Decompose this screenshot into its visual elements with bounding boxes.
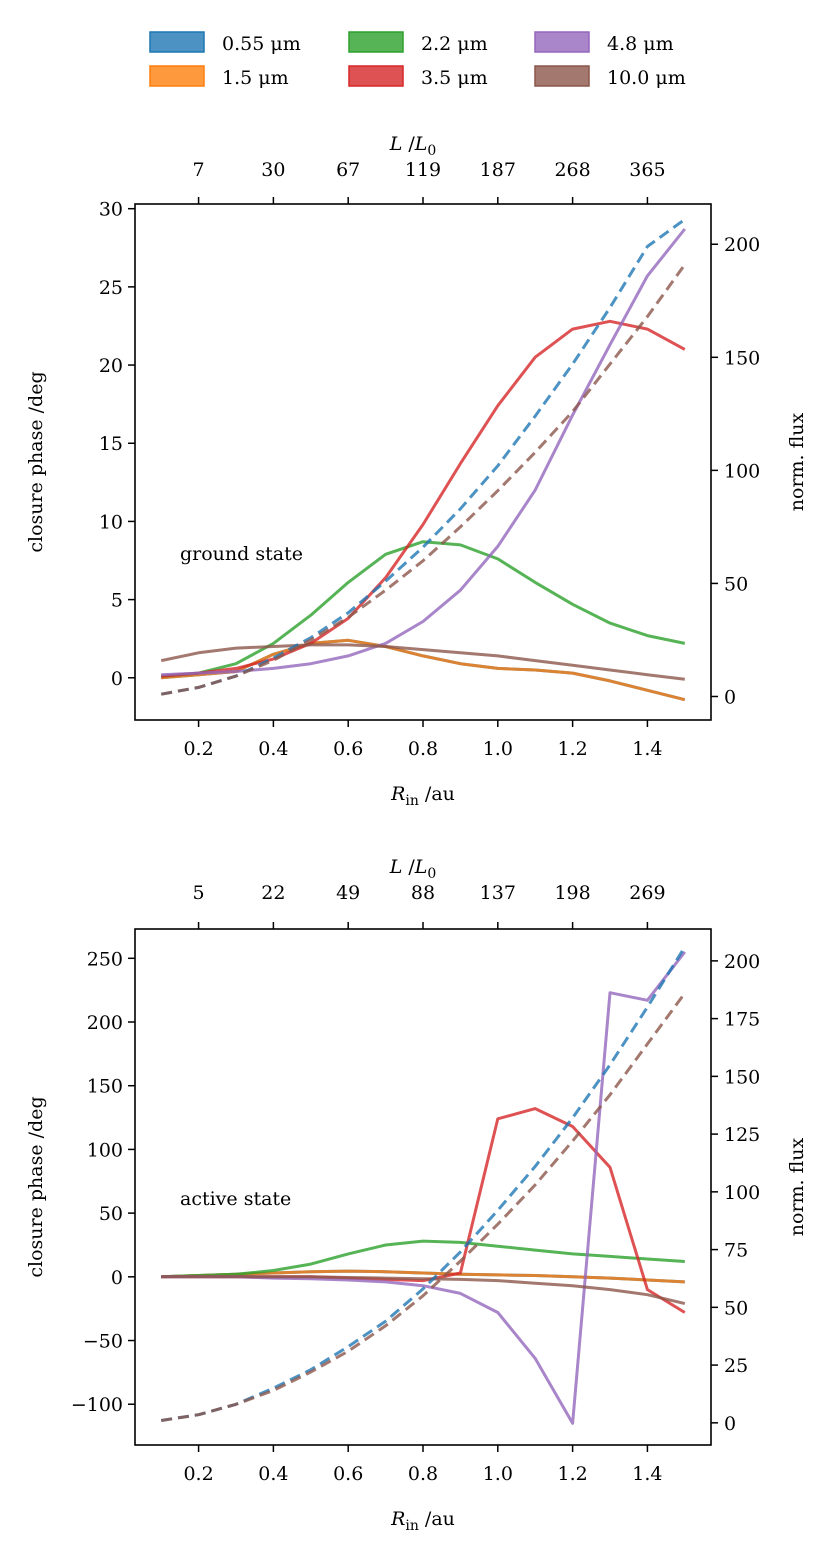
y-tick-label: 0 — [111, 1267, 123, 1289]
legend-label-1-5-m: 1.5 μm — [222, 67, 289, 89]
top-tick-label: 268 — [554, 159, 590, 181]
x-tick-label: 0.2 — [183, 738, 213, 760]
top-tick-label: 22 — [261, 882, 285, 904]
y-axis-label: closure phase /deg — [25, 371, 47, 552]
state-annotation: ground state — [180, 543, 303, 565]
y-right-tick-label: 200 — [724, 234, 760, 256]
legend-label-4-8-m: 4.8 μm — [607, 33, 674, 55]
series-line-10-0-m — [161, 1275, 686, 1306]
state-annotation: active state — [180, 1188, 291, 1210]
series-line-2-2-m — [161, 540, 686, 678]
legend-swatch-10-0-m — [534, 65, 590, 87]
y-right-tick-label: 175 — [724, 1009, 760, 1031]
x-tick-label: 0.8 — [408, 738, 438, 760]
y-tick-label: 250 — [87, 948, 123, 970]
y-axis-label: closure phase /deg — [25, 1096, 47, 1277]
y-right-axis-label: norm. flux — [786, 412, 808, 511]
y-right-tick-label: 50 — [724, 573, 748, 595]
top-tick-label: 187 — [480, 159, 516, 181]
y-right-tick-label: 200 — [724, 951, 760, 973]
plot-frame — [134, 203, 712, 721]
x-tick-label: 1.0 — [483, 1463, 513, 1485]
x-tick-label: 1.0 — [483, 738, 513, 760]
y-right-tick-label: 100 — [724, 460, 760, 482]
x-tick-label: 0.6 — [333, 738, 363, 760]
series-line-4-8-m — [161, 228, 686, 677]
y-right-tick-label: 150 — [724, 347, 760, 369]
y-tick-label: 30 — [99, 199, 123, 221]
legend-swatch-1-5-m — [149, 65, 205, 87]
y-right-tick-label: 0 — [724, 1413, 736, 1435]
plot-frame — [134, 928, 712, 1446]
x-tick-label: 1.2 — [558, 1463, 588, 1485]
active-state-panel: 0.2 0.4 0.6 0.8 1.0 1.2 1.4 5 22 49 88 137 198 269 −10… — [25, 856, 808, 1534]
series-lines — [160, 946, 687, 1425]
legend-label-10-0-m: 10.0 μm — [607, 67, 686, 89]
legend-label-0-55-m: 0.55 μm — [222, 33, 301, 55]
legend: 0.55 μm 1.5 μm 2.2 μm 3.5 μm 4.8 μm 10.0 μm — [149, 31, 686, 89]
series-line-3-5-m — [161, 319, 686, 678]
y-tick-label: 10 — [99, 511, 123, 533]
y-right-axis-label: norm. flux — [786, 1137, 808, 1236]
x-axis-label: Rin /au — [390, 783, 455, 809]
legend-swatch-4-8-m — [534, 31, 590, 53]
y-tick-label: 100 — [87, 1139, 123, 1161]
x-tick-label: 0.2 — [183, 1463, 213, 1485]
legend-label-2-2-m: 2.2 μm — [421, 33, 488, 55]
y-tick-label: 5 — [111, 590, 123, 612]
top-tick-label: 365 — [629, 159, 665, 181]
y-right-tick-label: 75 — [724, 1240, 748, 1262]
legend-swatch-2-2-m — [348, 31, 404, 53]
top-tick-label: 269 — [629, 882, 665, 904]
y-tick-label: 15 — [99, 433, 123, 455]
x-tick-label: 0.4 — [258, 738, 288, 760]
top-tick-label: 119 — [405, 159, 441, 181]
top-axis-label: L /L0 — [389, 856, 437, 882]
top-tick-label: 198 — [554, 882, 590, 904]
top-axis-label: L /L0 — [389, 133, 437, 159]
legend-label-3-5-m: 3.5 μm — [421, 67, 488, 89]
y-tick-label: 200 — [87, 1012, 123, 1034]
x-tick-label: 0.4 — [258, 1463, 288, 1485]
ground-state-panel: 0.2 0.4 0.6 0.8 1.0 1.2 1.4 7 30 67 119 187 268 365 0 5… — [25, 133, 808, 809]
y-tick-label: −100 — [71, 1394, 123, 1416]
legend-swatch-3-5-m — [348, 65, 404, 87]
top-tick-label: 49 — [336, 882, 360, 904]
x-axis-label: Rin /au — [390, 1508, 455, 1534]
y-right-tick-label: 100 — [724, 1182, 760, 1204]
y-right-tick-label: 25 — [724, 1355, 748, 1377]
top-tick-label: 88 — [411, 882, 435, 904]
legend-swatch-0-55-m — [149, 31, 205, 53]
series-line-3-5-m — [161, 1107, 686, 1314]
y-right-tick-label: 150 — [724, 1066, 760, 1088]
x-tick-label: 1.4 — [632, 1463, 662, 1485]
y-tick-label: 150 — [87, 1076, 123, 1098]
x-tick-label: 0.6 — [333, 1463, 363, 1485]
y-tick-label: 20 — [99, 355, 123, 377]
top-tick-label: 5 — [193, 882, 205, 904]
top-tick-label: 137 — [480, 882, 516, 904]
x-tick-label: 1.2 — [558, 738, 588, 760]
series-line-10-0-m — [160, 643, 685, 681]
y-tick-label: −50 — [83, 1331, 123, 1353]
x-tick-label: 1.4 — [632, 738, 662, 760]
series-lines — [160, 218, 687, 702]
y-tick-label: 50 — [99, 1203, 123, 1225]
y-tick-label: 25 — [99, 277, 123, 299]
y-right-tick-label: 125 — [724, 1124, 760, 1146]
top-tick-label: 30 — [261, 159, 285, 181]
y-right-tick-label: 0 — [724, 686, 736, 708]
series-line-0-55-m-flux — [160, 946, 687, 1422]
top-tick-label: 7 — [193, 159, 205, 181]
series-line-10-0-m-flux — [160, 992, 687, 1422]
series-line-2-2-m — [161, 1239, 685, 1279]
top-tick-label: 67 — [336, 159, 360, 181]
x-tick-label: 0.8 — [408, 1463, 438, 1485]
y-tick-label: 0 — [111, 668, 123, 690]
y-right-tick-label: 50 — [724, 1297, 748, 1319]
series-line-10-0-m-flux — [160, 263, 687, 696]
